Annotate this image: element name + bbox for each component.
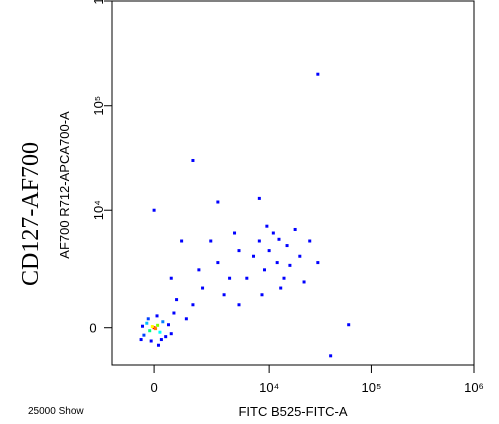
data-point bbox=[209, 239, 213, 243]
data-point bbox=[141, 324, 145, 328]
data-point bbox=[180, 239, 184, 243]
data-point bbox=[233, 231, 237, 235]
y-tick-label: 10⁴ bbox=[91, 200, 106, 220]
data-point bbox=[148, 329, 152, 333]
data-point bbox=[152, 208, 156, 212]
data-point bbox=[145, 321, 149, 325]
data-point bbox=[293, 227, 297, 231]
data-point bbox=[156, 343, 160, 347]
plot-frame bbox=[111, 0, 475, 366]
data-point bbox=[282, 276, 286, 280]
data-point bbox=[216, 200, 220, 204]
data-point bbox=[155, 314, 159, 318]
y-tick-label: 1 bbox=[91, 0, 106, 5]
data-point bbox=[237, 249, 241, 253]
data-point bbox=[257, 239, 261, 243]
data-point bbox=[146, 317, 150, 321]
data-point bbox=[197, 268, 201, 272]
data-point bbox=[329, 354, 333, 358]
data-point bbox=[158, 330, 162, 334]
data-point bbox=[275, 261, 279, 265]
data-point bbox=[298, 254, 302, 258]
x-tick-label: 10⁴ bbox=[259, 380, 279, 395]
data-point bbox=[142, 333, 146, 337]
y-tick-label: 10⁵ bbox=[91, 96, 106, 116]
data-point bbox=[347, 323, 351, 327]
data-point bbox=[271, 231, 275, 235]
y-tick-label: 0 bbox=[89, 321, 96, 336]
data-point bbox=[308, 239, 312, 243]
footnote: 25000 Show bbox=[28, 406, 84, 417]
data-point bbox=[169, 276, 173, 280]
y-axis-marker: CD127-AF700 bbox=[18, 142, 44, 286]
data-point bbox=[201, 286, 205, 290]
data-point bbox=[260, 293, 264, 297]
data-point bbox=[169, 332, 173, 336]
data-point bbox=[184, 317, 188, 321]
data-point bbox=[159, 338, 163, 342]
x-tick-label: 10⁵ bbox=[362, 380, 382, 395]
data-point bbox=[161, 320, 165, 324]
data-point bbox=[302, 280, 306, 284]
data-point bbox=[316, 72, 320, 76]
data-point bbox=[267, 249, 271, 253]
data-point bbox=[265, 224, 269, 228]
data-point bbox=[216, 261, 220, 265]
data-point bbox=[279, 286, 283, 290]
data-point bbox=[237, 303, 241, 307]
y-axis-label: AF700 R712-APCA700-A bbox=[57, 111, 72, 259]
data-point bbox=[166, 323, 170, 327]
data-point bbox=[262, 268, 266, 272]
data-point bbox=[222, 293, 226, 297]
data-point bbox=[288, 263, 292, 267]
x-tick-label: 0 bbox=[150, 380, 157, 395]
data-point bbox=[149, 339, 153, 343]
x-tick-label: 10⁶ bbox=[464, 380, 484, 395]
data-point bbox=[164, 335, 168, 339]
data-point bbox=[257, 196, 261, 200]
data-point bbox=[150, 325, 154, 329]
data-point bbox=[172, 311, 176, 315]
data-point bbox=[277, 237, 281, 241]
data-point bbox=[154, 327, 158, 331]
data-point bbox=[228, 276, 232, 280]
data-point bbox=[156, 323, 160, 327]
data-point bbox=[316, 261, 320, 265]
data-point bbox=[252, 254, 256, 258]
data-point bbox=[175, 298, 179, 302]
data-point bbox=[285, 244, 289, 248]
data-point bbox=[245, 276, 249, 280]
data-point bbox=[191, 158, 195, 162]
data-point bbox=[139, 338, 143, 342]
data-point bbox=[191, 303, 195, 307]
x-axis-label: FITC B525-FITC-A bbox=[238, 404, 347, 419]
